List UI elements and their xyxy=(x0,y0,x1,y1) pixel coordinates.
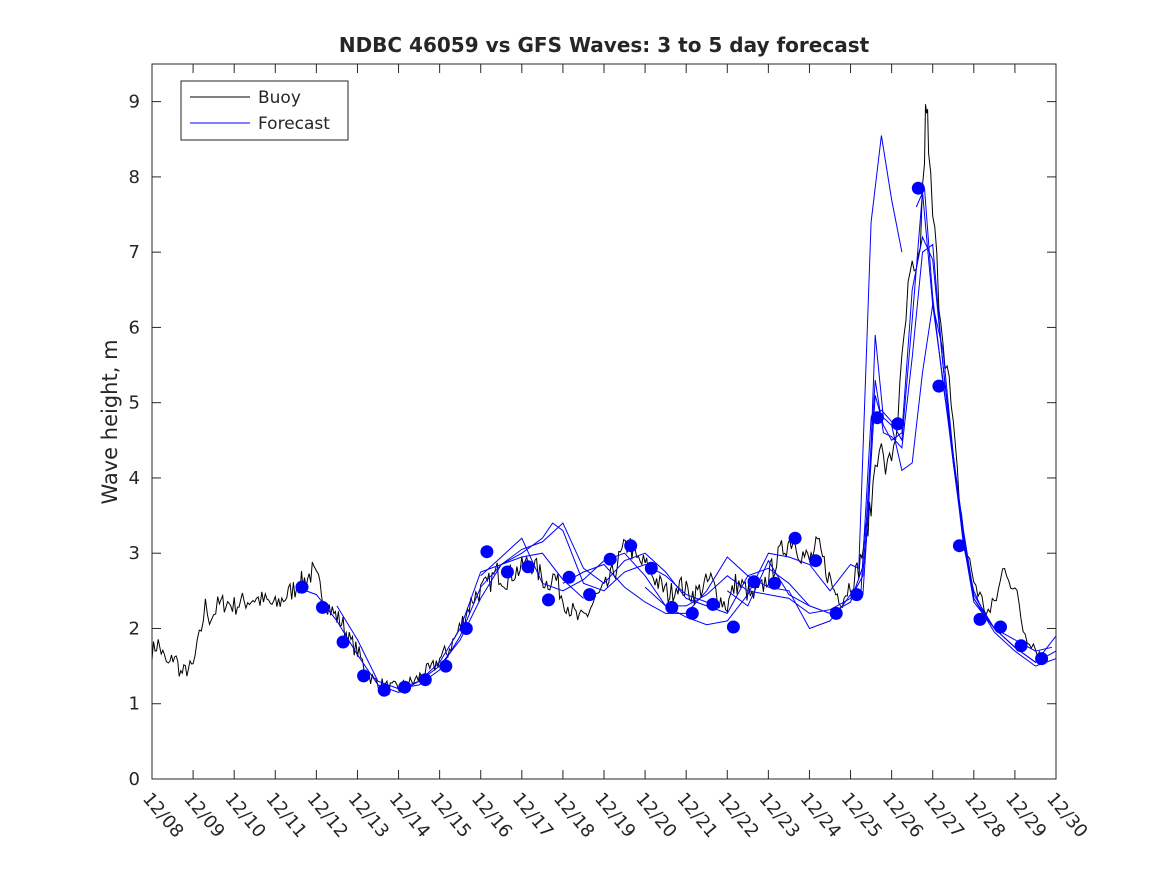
forecast-run-line-7 xyxy=(727,235,1056,663)
y-axis-label: Wave height, m xyxy=(98,339,122,504)
forecast-marker-32 xyxy=(932,379,946,393)
forecast-marker-30 xyxy=(891,417,905,431)
y-tick-label: 5 xyxy=(129,393,140,414)
forecast-marker-27 xyxy=(829,606,843,620)
forecast-marker-13 xyxy=(542,593,555,607)
forecast-marker-1 xyxy=(295,580,309,594)
y-tick-label: 1 xyxy=(129,694,140,715)
forecast-marker-31 xyxy=(911,181,925,195)
forecast-run-line-9 xyxy=(915,188,1056,663)
forecast-marker-9 xyxy=(459,622,473,635)
forecast-marker-17 xyxy=(624,539,638,553)
y-tick-label: 3 xyxy=(129,543,140,564)
forecast-marker-8 xyxy=(439,659,453,673)
chart-title: NDBC 46059 vs GFS Waves: 3 to 5 day fore… xyxy=(339,33,870,57)
forecast-marker-18 xyxy=(644,561,658,575)
forecast-run-line-6 xyxy=(644,243,1053,652)
forecast-marker-16 xyxy=(603,552,617,566)
forecast-marker-25 xyxy=(788,531,802,545)
forecast-marker-35 xyxy=(994,620,1007,634)
forecast-marker-12 xyxy=(521,560,535,574)
y-tick-label: 0 xyxy=(129,769,140,790)
y-tick-label: 4 xyxy=(129,468,140,489)
y-tick-label: 8 xyxy=(129,167,140,188)
forecast-marker-36 xyxy=(1014,639,1028,653)
forecast-marker-5 xyxy=(377,683,391,697)
forecast-marker-4 xyxy=(357,669,371,683)
forecast-marker-24 xyxy=(768,576,781,590)
forecast-marker-34 xyxy=(973,612,987,626)
forecast-marker-14 xyxy=(562,570,576,584)
legend-forecast-label: Forecast xyxy=(258,114,330,134)
y-tick-label: 9 xyxy=(129,92,140,113)
forecast-marker-26 xyxy=(809,554,823,568)
forecast-run-line-1 xyxy=(295,552,584,693)
forecast-marker-21 xyxy=(706,597,720,611)
forecast-marker-20 xyxy=(685,606,699,620)
forecast-marker-22 xyxy=(726,620,740,634)
plot-content xyxy=(152,104,1056,697)
y-tick-label: 6 xyxy=(129,317,140,338)
y-tick-label: 7 xyxy=(129,242,140,263)
y-tick-label: 2 xyxy=(129,618,140,639)
forecast-marker-29 xyxy=(870,411,884,425)
forecast-marker-33 xyxy=(952,539,966,553)
legend-box xyxy=(180,80,349,141)
legend: Buoy Forecast xyxy=(180,80,349,141)
plot-area xyxy=(152,104,1056,697)
forecast-marker-19 xyxy=(665,600,679,614)
forecast-marker-3 xyxy=(336,635,350,649)
forecast-marker-28 xyxy=(850,588,864,602)
forecast-marker-11 xyxy=(500,565,514,579)
forecast-run-line-4 xyxy=(480,135,903,626)
forecast-marker-2 xyxy=(316,600,329,614)
forecast-marker-15 xyxy=(583,588,597,602)
forecast-marker-7 xyxy=(418,673,432,687)
forecast-marker-10 xyxy=(480,545,494,559)
forecast-marker-37 xyxy=(1035,652,1049,666)
forecast-marker-6 xyxy=(398,680,412,694)
legend-buoy-label: Buoy xyxy=(258,88,301,108)
forecast-marker-23 xyxy=(747,575,761,589)
